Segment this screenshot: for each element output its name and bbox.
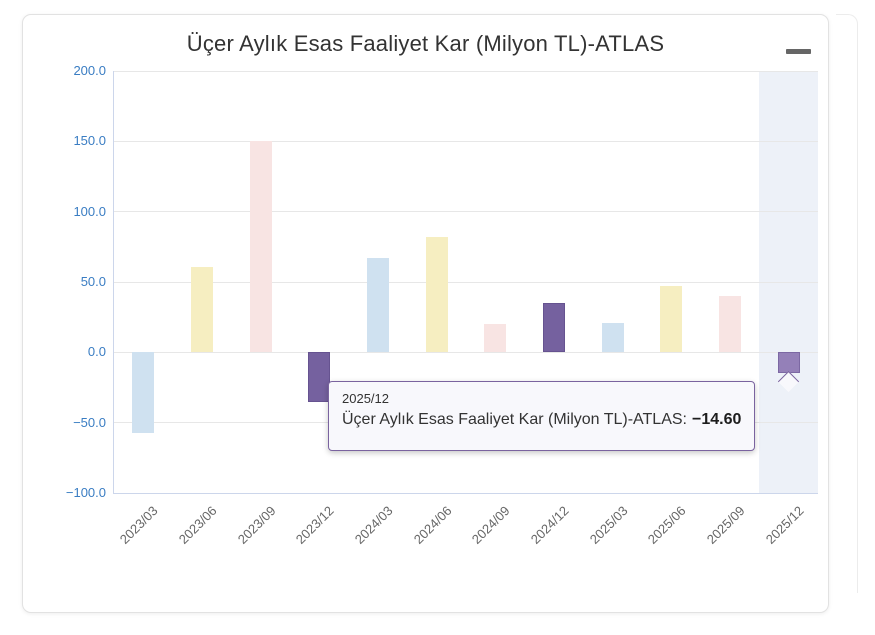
chart-container: Üçer Aylık Esas Faaliyet Kar (Milyon TL)… — [23, 15, 828, 612]
y-axis-label: 100.0 — [73, 203, 106, 219]
gridline — [114, 140, 818, 142]
y-axis-line — [113, 71, 114, 493]
x-axis-line — [113, 493, 818, 494]
bar-2023/09[interactable] — [249, 141, 272, 353]
chart-title: Üçer Aylık Esas Faaliyet Kar (Milyon TL)… — [186, 31, 665, 56]
bar-2024/12[interactable] — [543, 303, 565, 353]
bar-2024/06[interactable] — [425, 236, 448, 353]
y-axis-label: 0.0 — [87, 344, 106, 360]
chart-context-menu-button[interactable] — [783, 35, 815, 63]
neighbor-panel-edge — [836, 14, 858, 593]
gridline — [114, 211, 818, 213]
gridline — [114, 281, 818, 283]
tooltip-body: Üçer Aylık Esas Faaliyet Kar (Milyon TL)… — [342, 411, 741, 429]
bar-2025/12[interactable] — [777, 352, 800, 373]
y-axis-label: −100.0 — [65, 485, 106, 500]
tooltip-series-label: Üçer Aylık Esas Faaliyet Kar (Milyon TL)… — [342, 411, 687, 428]
tooltip-value: −14.60 — [692, 411, 742, 428]
gridline — [114, 70, 818, 72]
plot-area — [23, 15, 828, 612]
bar-2023/06[interactable] — [191, 266, 213, 353]
bar-2025/03[interactable] — [601, 322, 624, 353]
tooltip-header: 2025/12 — [342, 391, 389, 406]
bar-2024/09[interactable] — [484, 324, 507, 353]
y-axis-label: 150.0 — [73, 133, 106, 149]
y-axis-label: 50.0 — [80, 274, 106, 289]
bar-2023/03[interactable] — [132, 352, 155, 433]
bar-2023/12[interactable] — [308, 352, 331, 402]
y-axis-label: −50.0 — [73, 414, 106, 430]
y-axis-label: 200.0 — [73, 63, 106, 78]
gridline — [114, 351, 818, 353]
bar-2025/06[interactable] — [660, 286, 683, 353]
tooltip: 2025/12 Üçer Aylık Esas Faaliyet Kar (Mi… — [328, 370, 800, 451]
bar-2024/03[interactable] — [367, 258, 389, 353]
bar-2025/09[interactable] — [719, 296, 741, 353]
chart-card: Üçer Aylık Esas Faaliyet Kar (Milyon TL)… — [22, 14, 829, 613]
